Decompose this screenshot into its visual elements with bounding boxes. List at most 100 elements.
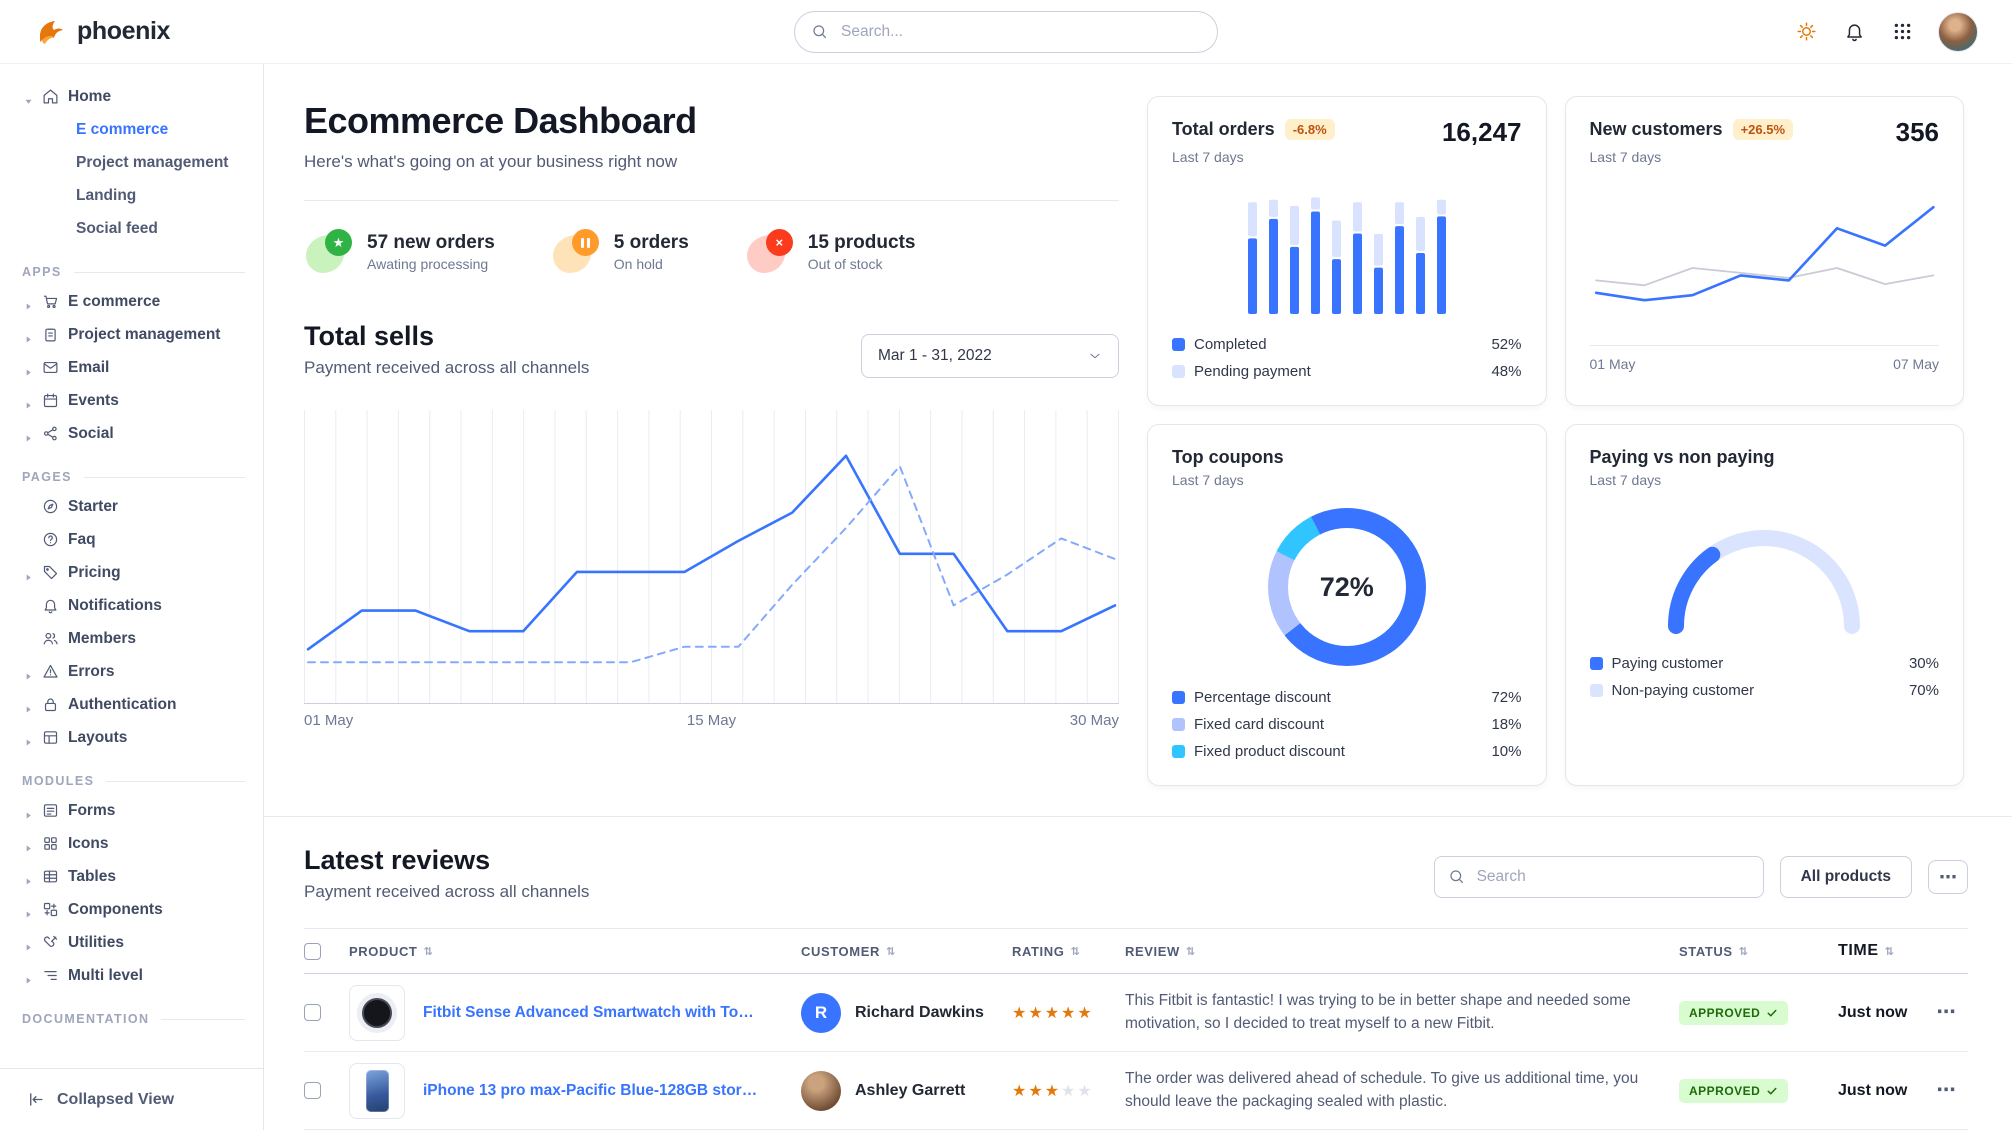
sidebar-item-pricing[interactable]: Pricing <box>12 556 251 589</box>
sidebar-item-events[interactable]: Events <box>12 384 251 417</box>
sidebar-item-members[interactable]: Members <box>12 622 251 655</box>
legend-item: Non-paying customer 70% <box>1589 677 1939 704</box>
reviews-search-input[interactable] <box>1433 856 1764 898</box>
sidebar-item-e-commerce[interactable]: E commerce <box>12 285 251 318</box>
row-checkbox[interactable] <box>304 1004 321 1021</box>
column-header-product[interactable]: PRODUCT ⇅ <box>349 944 801 959</box>
card-period: Last 7 days <box>1172 472 1244 488</box>
column-label: CUSTOMER <box>801 943 880 959</box>
customer-name: Richard Dawkins <box>855 1003 984 1021</box>
clipboard-icon <box>42 326 59 343</box>
search-input[interactable] <box>794 10 1218 53</box>
row-checkbox[interactable] <box>304 1082 321 1099</box>
legend-swatch <box>1172 365 1185 378</box>
reviews-table-head: PRODUCT ⇅ CUSTOMER ⇅ RATING ⇅ REVIEW ⇅ STATUS ⇅ TI… <box>304 928 1968 974</box>
column-header-status[interactable]: STATUS ⇅ <box>1679 944 1838 959</box>
sidebar-item-label: Events <box>68 392 119 409</box>
row-actions-button[interactable]: ⋯ <box>1936 1080 1956 1101</box>
sidebar-item-utilities[interactable]: Utilities <box>12 926 251 959</box>
sidebar-item-multi-level[interactable]: Multi level <box>12 959 251 992</box>
stat-on-hold: 5 orders On hold <box>552 229 689 273</box>
caret-icon <box>24 502 33 511</box>
product-link[interactable]: Fitbit Sense Advanced Smartwatch with To… <box>423 1003 763 1021</box>
users-icon <box>42 630 59 647</box>
status-cell: APPROVED <box>1679 1052 1838 1129</box>
column-header-time[interactable]: TIME ⇅ <box>1838 942 1924 960</box>
layout-icon <box>42 729 59 746</box>
sidebar-item-e-commerce[interactable]: E commerce <box>12 113 251 146</box>
legend-item: Completed 52% <box>1172 331 1522 358</box>
section-rule <box>161 1018 245 1020</box>
sidebar-item-faq[interactable]: Faq <box>12 523 251 556</box>
x-tick-label: 30 May <box>1069 712 1119 729</box>
sidebar-item-label: Layouts <box>68 729 128 746</box>
card-period: Last 7 days <box>1589 149 1662 165</box>
search-icon <box>1448 868 1465 885</box>
product-link[interactable]: iPhone 13 pro max-Pacific Blue-128GB sto… <box>423 1081 763 1099</box>
total-sells-x-axis: 01 May 15 May 30 May <box>304 712 1119 729</box>
sidebar-item-errors[interactable]: Errors <box>12 655 251 688</box>
x-icon: × <box>746 229 793 273</box>
sidebar-item-tables[interactable]: Tables <box>12 860 251 893</box>
reviews-table: PRODUCT ⇅ CUSTOMER ⇅ RATING ⇅ REVIEW ⇅ STATUS ⇅ TI… <box>304 928 1968 1130</box>
sidebar-item-icons[interactable]: Icons <box>12 827 251 860</box>
brand[interactable]: phoenix <box>34 16 264 48</box>
column-header-review[interactable]: REVIEW ⇅ <box>1125 944 1679 959</box>
sidebar-item-layouts[interactable]: Layouts <box>12 721 251 754</box>
sidebar-item-forms[interactable]: Forms <box>12 794 251 827</box>
reviews-table-body: Fitbit Sense Advanced Smartwatch with To… <box>304 974 1968 1130</box>
notifications-button[interactable] <box>1842 20 1866 44</box>
time-cell: Just now <box>1838 1003 1908 1021</box>
sort-icon: ⇅ <box>1070 944 1081 958</box>
sidebar-item-project-management[interactable]: Project management <box>12 318 251 351</box>
sidebar-section-modules: MODULES <box>22 774 245 788</box>
sidebar-item-email[interactable]: Email <box>12 351 251 384</box>
sidebar-item-notifications[interactable]: Notifications <box>12 589 251 622</box>
column-header-rating[interactable]: RATING ⇅ <box>1012 944 1125 959</box>
theme-toggle-button[interactable] <box>1794 20 1818 44</box>
caret-icon <box>24 92 33 104</box>
caret-icon <box>24 330 33 343</box>
row-actions-button[interactable]: ⋯ <box>1936 1002 1956 1023</box>
table-row: iPhone 13 pro max-Pacific Blue-128GB sto… <box>304 1052 1968 1130</box>
sidebar-item-landing[interactable]: Landing <box>12 179 251 212</box>
home-icon <box>42 88 59 105</box>
sidebar-item-label: Social feed <box>76 220 158 237</box>
sidebar-item-label: Authentication <box>68 696 177 713</box>
sidebar-item-authentication[interactable]: Authentication <box>12 688 251 721</box>
sidebar-item-label: Notifications <box>68 597 162 614</box>
product-cell: Fitbit Sense Advanced Smartwatch with To… <box>349 974 801 1051</box>
sidebar-item-components[interactable]: Components <box>12 893 251 926</box>
review-text: This Fitbit is fantastic! I was trying t… <box>1125 992 1631 1032</box>
sidebar-item-social-feed[interactable]: Social feed <box>12 212 251 245</box>
reviews-more-button[interactable]: ⋯ <box>1928 860 1968 894</box>
top-coupons-donut: 72% <box>1267 508 1426 666</box>
legend-label: Completed <box>1194 336 1267 353</box>
sidebar-item-project-management[interactable]: Project management <box>12 146 251 179</box>
total-orders-card: Total orders -6.8% 16,247 Last 7 days Co… <box>1147 96 1547 406</box>
user-avatar[interactable] <box>1938 11 1978 52</box>
legend-swatch <box>1172 718 1185 731</box>
donut-center-value: 72% <box>1319 571 1374 602</box>
caret-icon <box>24 872 33 885</box>
icons-icon <box>42 835 59 852</box>
dashboard-left: Ecommerce Dashboard Here's what's going … <box>304 96 1119 786</box>
legend-value: 70% <box>1908 682 1939 699</box>
legend-label: Fixed product discount <box>1194 743 1345 760</box>
apps-menu-button[interactable] <box>1890 20 1914 44</box>
column-header-customer[interactable]: CUSTOMER ⇅ <box>801 944 1012 959</box>
legend-value: 18% <box>1491 716 1522 733</box>
sidebar-item-starter[interactable]: Starter <box>12 490 251 523</box>
sidebar-item-label: Pricing <box>68 564 121 581</box>
collapse-view-button[interactable]: Collapsed View <box>0 1068 263 1130</box>
sidebar-item-home[interactable]: Home <box>12 80 251 113</box>
select-all-checkbox[interactable] <box>304 942 321 960</box>
status-label: APPROVED <box>1689 1005 1761 1020</box>
date-range-select[interactable]: Mar 1 - 31, 2022 <box>861 334 1119 378</box>
sidebar-item-social[interactable]: Social <box>12 417 251 450</box>
all-products-button[interactable]: All products <box>1779 856 1912 898</box>
legend-item: Paying customer 30% <box>1589 650 1939 677</box>
table-row: Fitbit Sense Advanced Smartwatch with To… <box>304 974 1968 1052</box>
table-icon <box>42 868 59 885</box>
section-rule <box>73 271 245 273</box>
